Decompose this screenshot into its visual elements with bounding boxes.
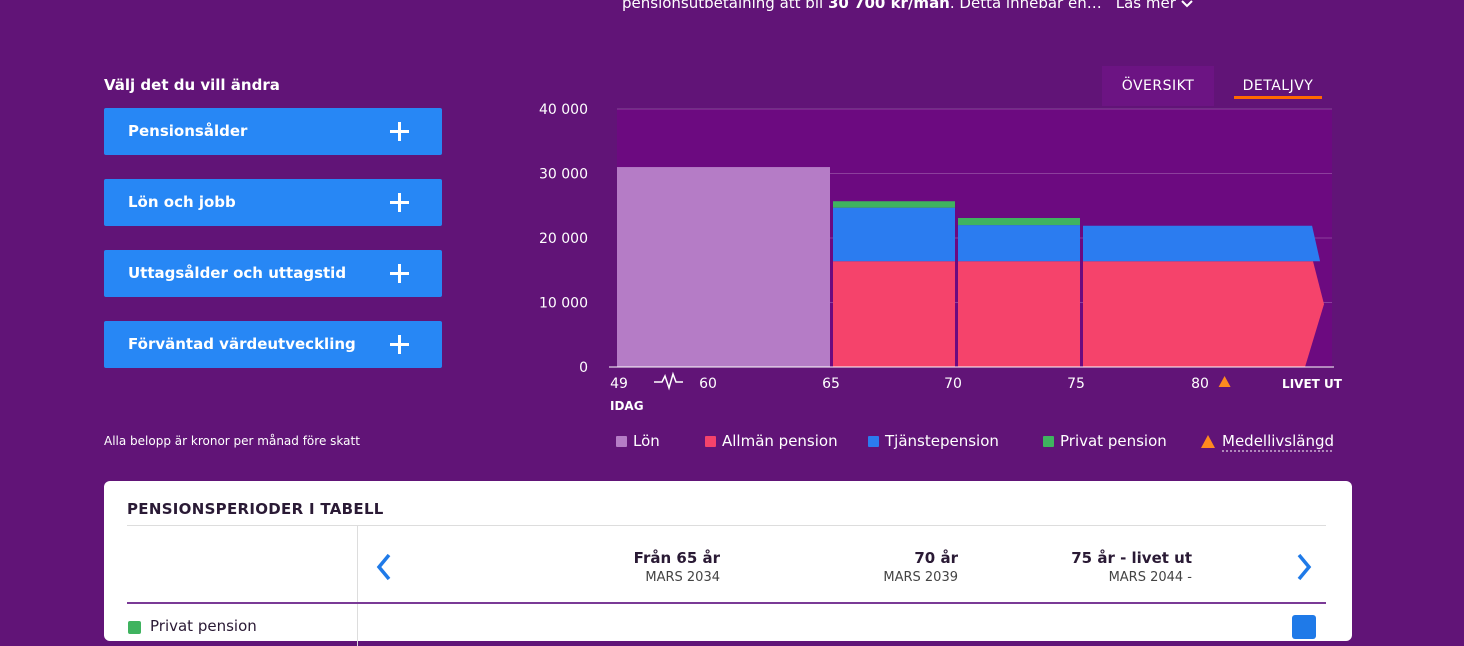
plus-icon: [390, 335, 409, 354]
axis-break: [654, 371, 683, 391]
plus-icon: [390, 122, 409, 141]
divider: [127, 602, 1326, 604]
summary-text: . Detta innebär en…: [949, 0, 1102, 12]
footnote: Alla belopp är kronor per månad före ska…: [104, 434, 360, 448]
column-title: 70 år: [914, 549, 958, 567]
legend-label: Tjänstepension: [884, 432, 999, 450]
y-tick-label: 20 000: [539, 231, 588, 247]
legend-swatch: [1201, 435, 1215, 448]
bar-segment: [958, 261, 1080, 367]
legend-swatch: [705, 436, 716, 447]
x-tick-label: 49: [610, 376, 628, 392]
chart: 0 10 000 20 000 30 000 40 000 49 60 65 70 75 80 LIV…: [539, 102, 1343, 452]
bar-segment: [833, 201, 955, 208]
next-button[interactable]: [1294, 553, 1314, 581]
tab-label: DETALJVY: [1242, 78, 1314, 94]
y-tick-label: 10 000: [539, 296, 588, 312]
legend-label: Medellivslängd: [1222, 432, 1334, 450]
column-date: MARS 2044 -: [1108, 570, 1192, 585]
today-label: IDAG: [610, 399, 644, 413]
button-label: Pensionsålder: [128, 122, 248, 140]
tab-active[interactable]: DETALJVY: [1224, 66, 1332, 106]
bar-segment: [1083, 225, 1321, 262]
x-tick-label: LIVET UT: [1282, 377, 1343, 391]
button-label: Förväntad värdeutveckling: [128, 335, 356, 353]
legend-label: Lön: [633, 432, 660, 450]
legend-label: Allmän pension: [722, 432, 838, 450]
prev-button[interactable]: [374, 553, 394, 581]
bar-segment: [958, 218, 1080, 226]
x-tick-label: 65: [822, 376, 840, 392]
x-tick-label: 80: [1191, 376, 1209, 392]
bar-segment: [833, 207, 955, 262]
table-title: PENSIONSPERIODER I TABELL: [127, 500, 384, 518]
column-header: 75 år - livet ut MARS 2044 -: [1071, 549, 1192, 585]
chevron-down: [1180, 0, 1193, 8]
column-date: MARS 2034: [645, 570, 720, 585]
controls-title: Välj det du vill ändra: [104, 76, 280, 94]
column-header: Från 65 år MARS 2034: [634, 549, 720, 585]
column-title: 75 år - livet ut: [1071, 549, 1192, 567]
tab[interactable]: ÖVERSIKT: [1102, 66, 1214, 106]
row-swatch: [128, 621, 141, 634]
table-card: PENSIONSPERIODER I TABELL Från 65 år MARS…: [104, 481, 1352, 646]
button[interactable]: Förväntad värdeutveckling: [104, 321, 442, 368]
row-toggle[interactable]: [1292, 615, 1316, 639]
legend-swatch: [616, 436, 627, 447]
row-label: Privat pension: [150, 617, 257, 635]
summary-amount: 30 700 kr/mån: [827, 0, 950, 12]
bar-segment: [958, 225, 1080, 262]
x-tick-label: 75: [1067, 376, 1085, 392]
button-label: Lön och jobb: [128, 193, 236, 211]
button[interactable]: Pensionsålder: [104, 108, 442, 155]
x-tick-label: 60: [699, 376, 717, 392]
column-title: Från 65 år: [633, 549, 720, 567]
legend-label: Privat pension: [1060, 432, 1167, 450]
legend-swatch: [868, 436, 879, 447]
button[interactable]: Uttagsålder och uttagstid: [104, 250, 442, 297]
plus-icon: [390, 193, 409, 212]
y-tick-label: 0: [579, 360, 588, 376]
legend-swatch: [1043, 436, 1054, 447]
y-tick-label: 40 000: [539, 102, 588, 118]
bar-segment: [833, 261, 955, 367]
x-tick-label: 70: [944, 376, 962, 392]
bar-segment: [617, 167, 830, 367]
summary: pensionsutbetalning att bli 30 700 kr/må…: [622, 0, 1193, 12]
column-header: 70 år MARS 2039: [883, 549, 958, 585]
summary-text: pensionsutbetalning att bli: [622, 0, 824, 12]
plus-icon: [390, 264, 409, 283]
read-more[interactable]: Läs mer: [1115, 0, 1176, 12]
divider: [357, 526, 358, 646]
button[interactable]: Lön och jobb: [104, 179, 442, 226]
column-date: MARS 2039: [883, 570, 958, 585]
y-tick-label: 30 000: [539, 167, 588, 183]
page: pensionsutbetalning att bli 30 700 kr/må…: [104, 0, 1352, 646]
button-label: Uttagsålder och uttagstid: [128, 264, 347, 282]
bar-segment: [1083, 261, 1324, 367]
life-expectancy-marker: [1218, 376, 1231, 387]
tab-underline: [1234, 96, 1322, 99]
divider: [127, 525, 1326, 526]
